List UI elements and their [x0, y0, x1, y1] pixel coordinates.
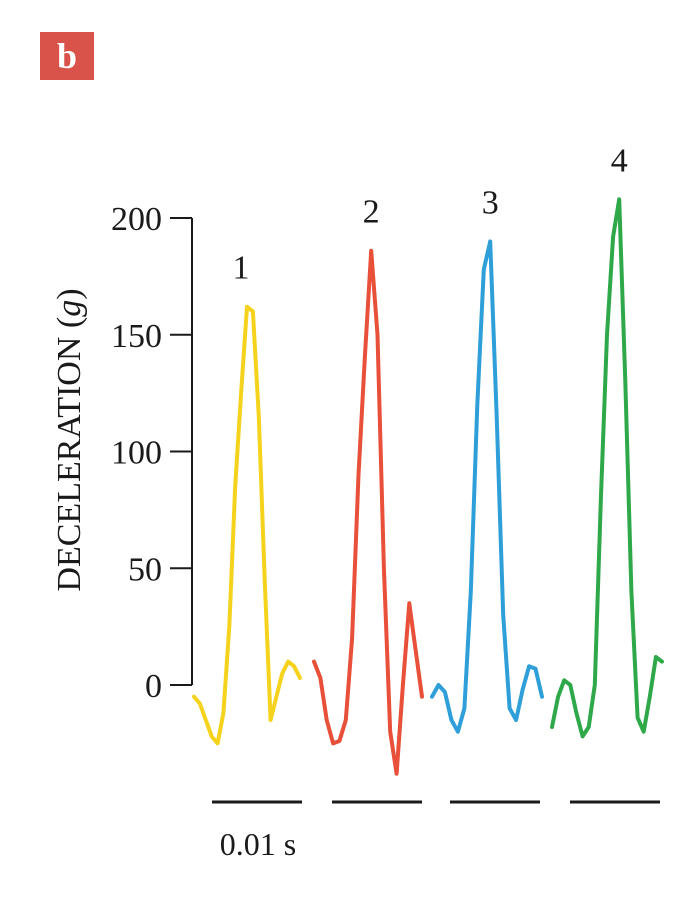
trace-1-line [192, 304, 302, 746]
y-tick-label-0: 0 [145, 668, 162, 705]
y-tick-label-200: 200 [111, 201, 162, 238]
y-ticks: 0 50 100 150 200 [111, 201, 192, 705]
y-axis-label: DECELERATION (g) [51, 288, 88, 591]
trace-2-line [312, 248, 424, 776]
trace-2-label: 2 [363, 194, 380, 231]
trace-4-label: 4 [611, 142, 628, 179]
trace-4-line [550, 197, 664, 739]
series-traces: 1 2 3 4 [192, 142, 664, 776]
trace-1-label: 1 [233, 250, 250, 287]
trace-3-line [430, 239, 544, 734]
y-tick-label-150: 150 [111, 318, 162, 355]
panel-label-badge: b [40, 32, 94, 80]
y-tick-label-100: 100 [111, 435, 162, 472]
time-scale-label: 0.01 s [220, 826, 296, 862]
trace-3-label: 3 [482, 184, 499, 221]
y-tick-label-50: 50 [128, 551, 162, 588]
